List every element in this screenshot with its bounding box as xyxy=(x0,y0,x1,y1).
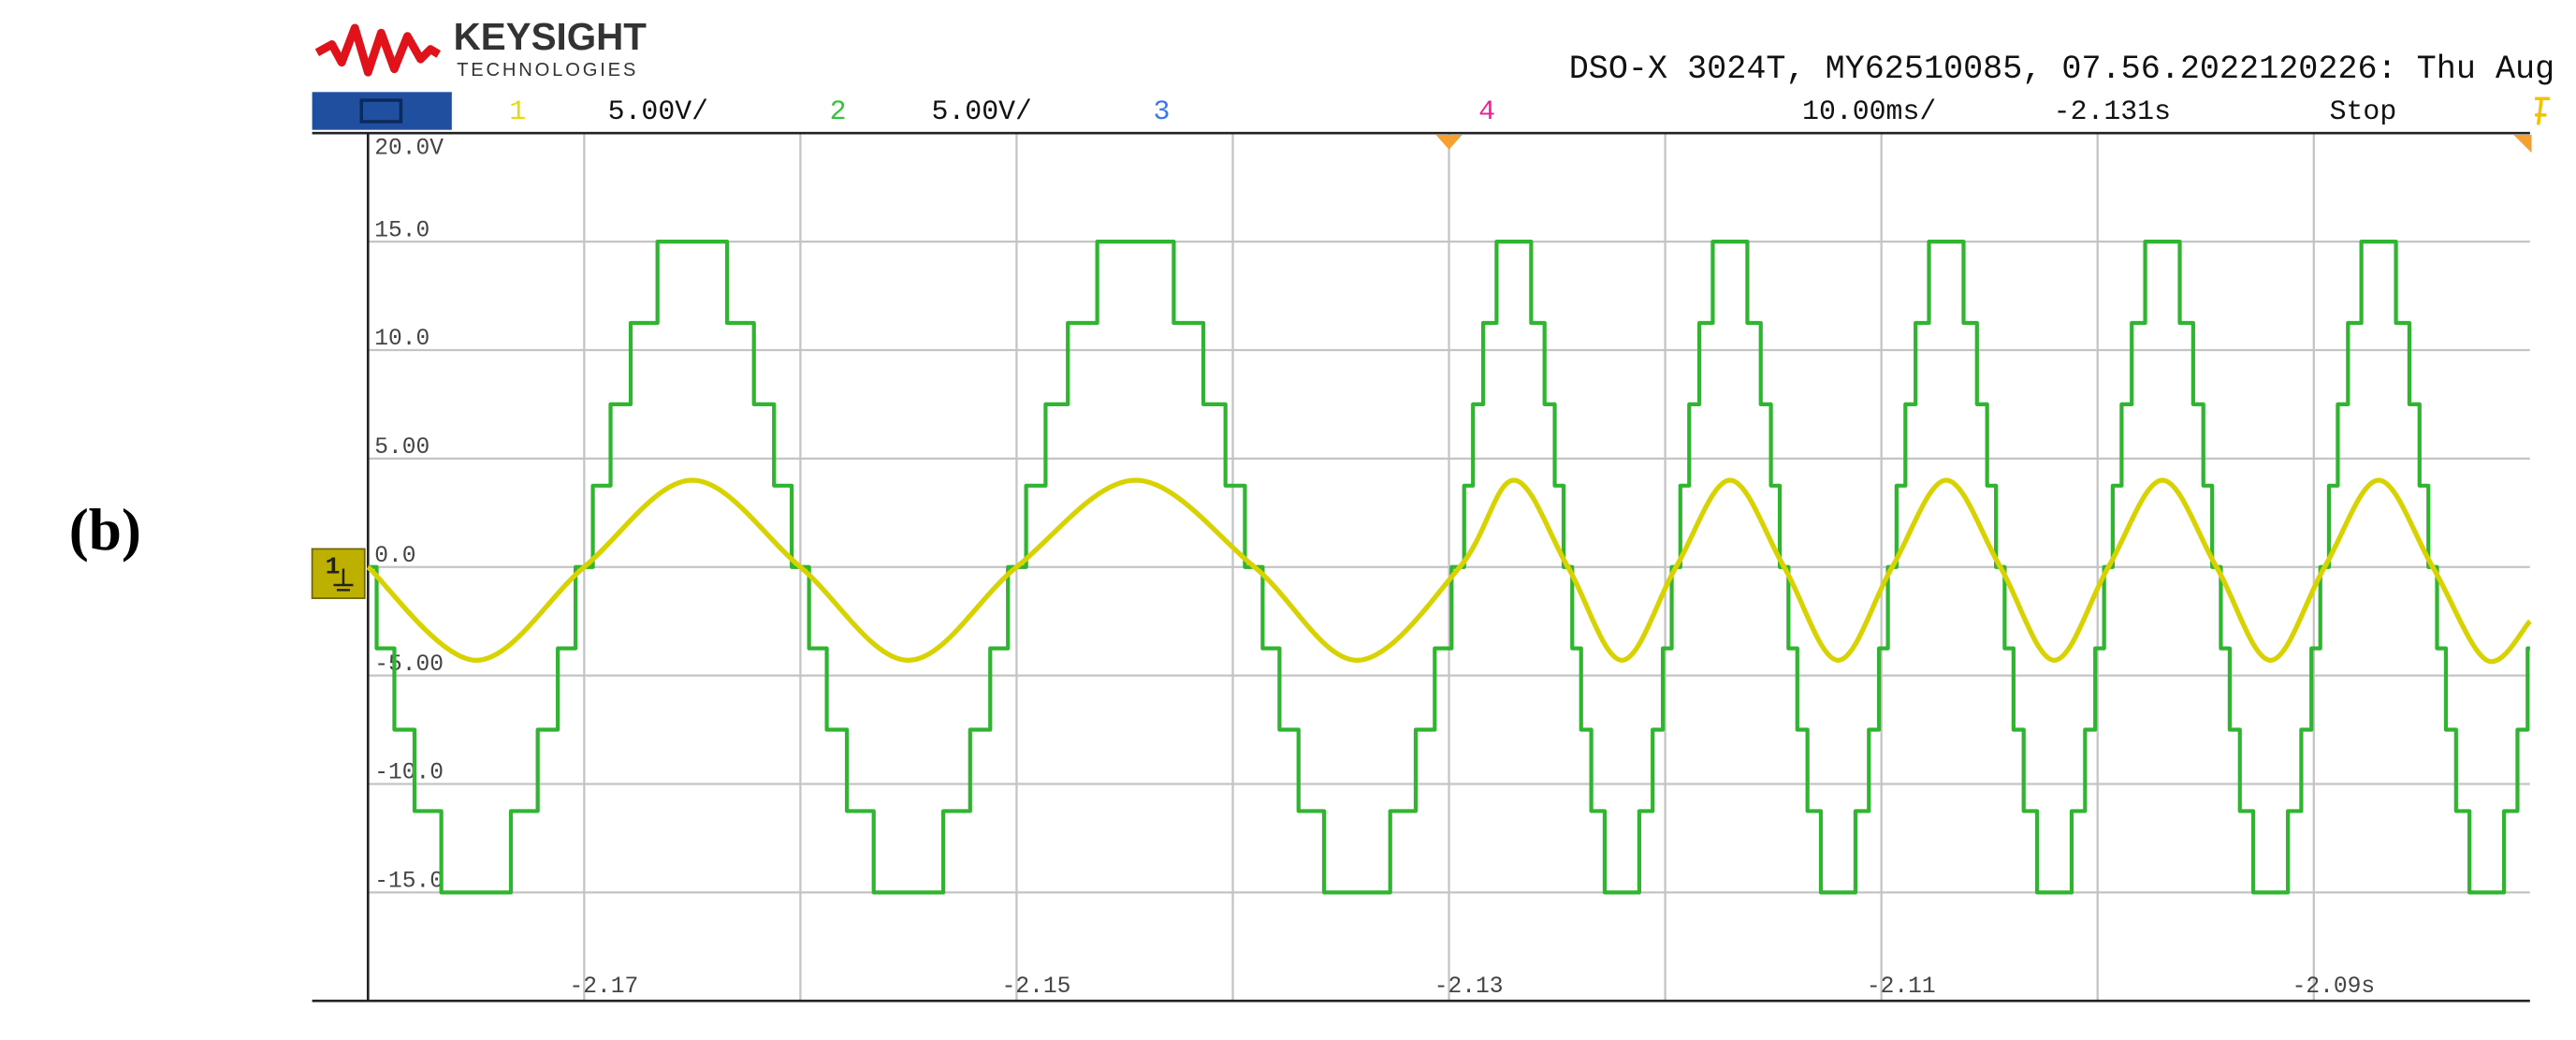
menu-icon xyxy=(359,98,403,124)
trace xyxy=(366,477,2532,665)
y-tick-label: -10.0 xyxy=(374,761,444,786)
y-tick-label: 20.0V xyxy=(374,137,444,162)
x-tick-label: -2.09s xyxy=(2292,974,2376,1000)
y-tick-label: -15.0 xyxy=(374,870,444,895)
trace xyxy=(368,239,2530,895)
channel-scale: 5.00V/ xyxy=(932,95,1032,127)
menu-button[interactable] xyxy=(312,92,452,130)
timebase: 10.00ms/ xyxy=(1802,95,1936,127)
plot-area: 20.0V 15.0 10.0 5.00 0.0 -5.00 -10.0 -15.0 -2.17… xyxy=(312,131,2532,1003)
y-tick-label: 0.0 xyxy=(374,544,415,569)
x-tick-label: -2.13 xyxy=(1434,974,1504,1000)
y-tick-label: 15.0 xyxy=(374,218,429,243)
y-tick-label: 5.00 xyxy=(374,435,429,461)
channel-scale: 5.00V/ xyxy=(608,95,708,127)
x-tick-label: -2.11 xyxy=(1867,974,1936,1000)
channel-number: 4 xyxy=(1478,95,1495,127)
ground-symbol xyxy=(333,568,354,592)
y-tick-label: 10.0 xyxy=(374,327,429,352)
ground-marker-label: 1 xyxy=(326,553,341,581)
channel-number: 2 xyxy=(830,95,847,127)
brand-logo xyxy=(314,23,442,77)
run-status: Stop xyxy=(2330,95,2397,127)
trigger-icon xyxy=(2535,96,2550,125)
brand-subtitle: TECHNOLOGIES xyxy=(457,60,638,81)
x-tick-label: -2.17 xyxy=(570,974,639,1000)
x-tick-label: -2.15 xyxy=(1002,974,1071,1000)
brand-name: KEYSIGHT xyxy=(454,15,648,58)
panel-label: (b) xyxy=(69,497,141,563)
channel-number: 3 xyxy=(1154,95,1171,127)
time-delay: -2.131s xyxy=(2054,95,2171,127)
y-tick-label: -5.00 xyxy=(374,652,444,678)
instrument-info: DSO-X 3024T, MY62510085, 07.56.202212022… xyxy=(1569,51,2554,88)
trigger-position-marker xyxy=(1435,134,1463,150)
channel-number: 1 xyxy=(509,95,526,127)
